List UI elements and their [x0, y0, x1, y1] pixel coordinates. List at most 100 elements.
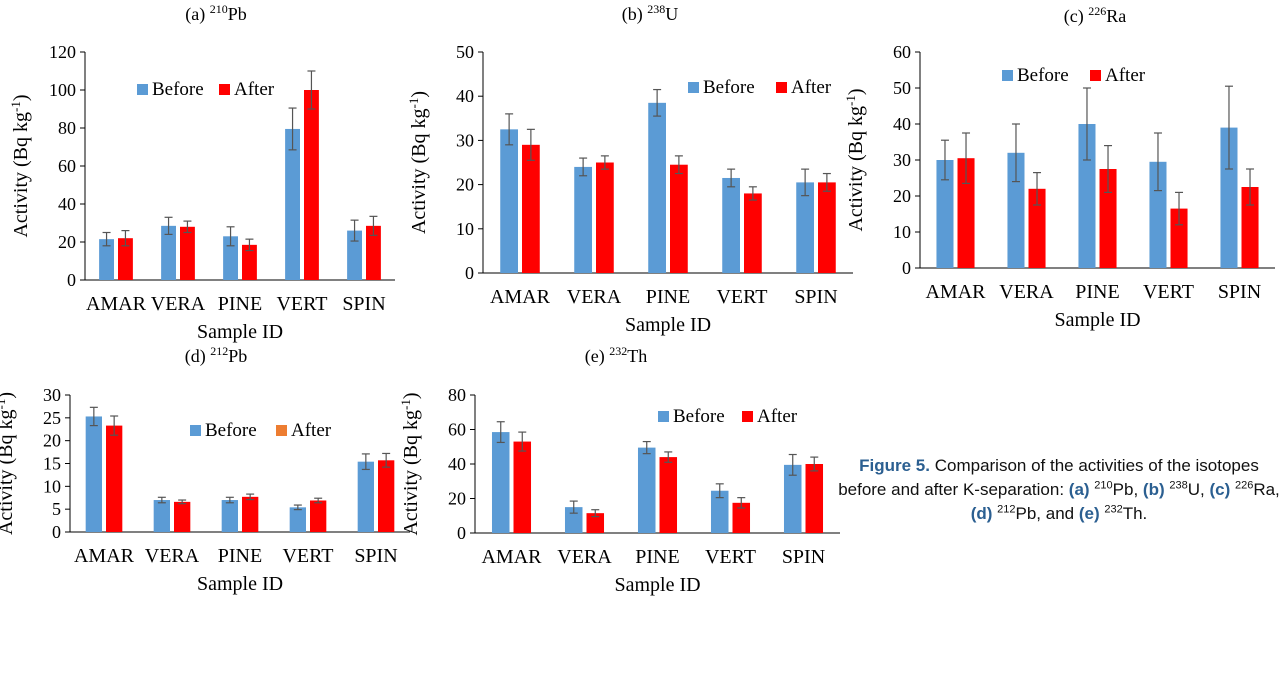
- x-tick-label: PINE: [646, 286, 690, 308]
- x-tick-label: AMAR: [481, 546, 542, 568]
- y-tick-label: 80: [58, 118, 76, 138]
- bar-after: [378, 460, 395, 532]
- y-tick-label: 0: [902, 258, 911, 278]
- x-axis-label: Sample ID: [625, 314, 711, 336]
- legend-label-before: Before: [152, 79, 204, 100]
- caption-iso-d-mass: 212: [997, 503, 1016, 516]
- x-tick-label: AMAR: [86, 293, 147, 315]
- bar-before: [1007, 152, 1025, 268]
- legend-swatch-before: [688, 82, 699, 93]
- legend-label-after: After: [234, 79, 275, 100]
- legend-swatch-after: [776, 82, 787, 93]
- legend-label-after: After: [1105, 65, 1146, 86]
- y-tick-label: 60: [893, 42, 911, 62]
- bar-after: [522, 144, 540, 273]
- x-tick-label: VERA: [557, 546, 612, 568]
- bar-before: [783, 464, 802, 533]
- caption-iso-b-mass: 238: [1169, 479, 1188, 492]
- legend-swatch-after: [742, 411, 753, 422]
- y-tick-label: 40: [456, 86, 474, 106]
- bar-before: [347, 230, 362, 280]
- bar-before: [99, 239, 114, 280]
- bar-after: [659, 457, 678, 533]
- bar-before: [936, 160, 954, 268]
- x-tick-label: VERT: [1143, 281, 1194, 303]
- caption-iso-a: Pb,: [1112, 480, 1143, 499]
- x-tick-label: SPIN: [1218, 281, 1261, 303]
- y-tick-label: 5: [52, 499, 61, 519]
- legend-swatch-after: [219, 84, 230, 95]
- figure-caption: Figure 5. Comparison of the activities o…: [838, 454, 1280, 526]
- bar-before: [223, 236, 238, 280]
- y-tick-label: 20: [893, 186, 911, 206]
- x-tick-label: VERA: [567, 286, 622, 308]
- legend-label-after: After: [791, 77, 832, 98]
- bar-before: [574, 166, 592, 273]
- bar-before: [710, 490, 729, 533]
- caption-iso-c: Ra,: [1253, 480, 1280, 499]
- y-axis-label: Activity (Bq kg-1): [8, 94, 33, 237]
- x-tick-label: VERT: [716, 286, 767, 308]
- x-tick-label: AMAR: [925, 281, 986, 303]
- bar-after: [180, 226, 195, 280]
- caption-ref-a: (a): [1068, 480, 1090, 499]
- legend-label-before: Before: [703, 77, 755, 98]
- y-tick-label: 40: [893, 114, 911, 134]
- caption-ref-d: (d): [970, 504, 993, 523]
- bar-after: [366, 225, 381, 280]
- x-tick-label: VERT: [282, 545, 333, 567]
- legend-label-before: Before: [1017, 65, 1069, 86]
- bar-before: [1078, 124, 1096, 268]
- legend-swatch-before: [1002, 70, 1013, 81]
- x-tick-label: AMAR: [74, 545, 135, 567]
- chart-title: (a) 210Pb: [185, 2, 247, 25]
- caption-ref-e: (e): [1078, 504, 1100, 523]
- caption-iso-d: Pb, and: [1015, 504, 1079, 523]
- x-tick-label: PINE: [218, 293, 262, 315]
- y-tick-label: 60: [448, 420, 466, 440]
- x-tick-label: AMAR: [490, 286, 551, 308]
- x-tick-label: SPIN: [794, 286, 837, 308]
- bar-before: [221, 500, 238, 532]
- bar-before: [796, 182, 814, 273]
- chart-title: (b) 238U: [622, 2, 679, 25]
- x-tick-label: VERA: [145, 545, 200, 567]
- bar-after: [1241, 187, 1259, 268]
- y-tick-label: 10: [893, 222, 911, 242]
- bar-before: [648, 102, 666, 273]
- chart-2: (c) 226Ra 0 10 20 30 40 50 60 Activity (Bq kg-1)…: [843, 4, 1275, 331]
- caption-ref-b: (b): [1142, 480, 1165, 499]
- y-tick-label: 120: [49, 42, 76, 62]
- bar-after: [1099, 169, 1117, 268]
- y-tick-label: 30: [456, 130, 474, 150]
- bar-after: [957, 158, 975, 268]
- x-tick-label: VERA: [999, 281, 1054, 303]
- x-tick-label: PINE: [218, 545, 262, 567]
- bar-after: [732, 502, 751, 533]
- x-tick-label: VERT: [276, 293, 327, 315]
- bar-after: [174, 501, 191, 532]
- y-tick-label: 40: [58, 194, 76, 214]
- y-tick-label: 30: [43, 385, 61, 405]
- y-axis-label: Activity (Bq kg-1): [843, 88, 868, 231]
- bar-after: [586, 513, 605, 533]
- x-tick-label: SPIN: [782, 546, 825, 568]
- bar-after: [805, 464, 824, 533]
- bar-before: [289, 507, 306, 532]
- y-tick-label: 30: [893, 150, 911, 170]
- legend-swatch-after: [276, 425, 287, 436]
- bar-before: [153, 500, 170, 532]
- bar-before: [1149, 161, 1167, 268]
- caption-iso-a-mass: 210: [1094, 479, 1113, 492]
- chart-title: (c) 226Ra: [1064, 4, 1126, 27]
- chart-title: (d) 212Pb: [185, 344, 248, 367]
- y-tick-label: 20: [43, 431, 61, 451]
- bar-before: [285, 128, 300, 280]
- y-axis-label: Activity (Bq kg-1): [0, 392, 17, 535]
- bar-before: [564, 507, 583, 533]
- caption-iso-e: Th.: [1122, 504, 1148, 523]
- y-tick-label: 50: [893, 78, 911, 98]
- caption-ref-c: (c): [1209, 480, 1231, 499]
